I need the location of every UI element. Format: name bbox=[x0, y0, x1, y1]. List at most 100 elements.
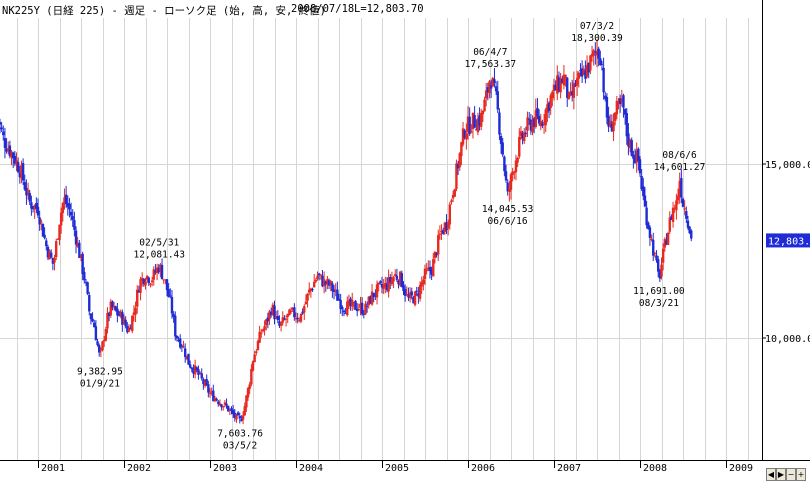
candle-up bbox=[534, 110, 538, 127]
candle-down bbox=[670, 216, 673, 220]
candle-down bbox=[269, 311, 273, 316]
candle-down bbox=[236, 412, 240, 416]
candle-up bbox=[7, 148, 10, 152]
candle-down bbox=[561, 78, 564, 84]
candle-down bbox=[111, 301, 114, 308]
candle-up bbox=[582, 68, 585, 75]
zoom-in-button[interactable]: + bbox=[796, 468, 806, 481]
zoom-out-button[interactable]: − bbox=[786, 468, 796, 481]
scroll-right-button[interactable]: ▶ bbox=[776, 468, 786, 481]
candle-up bbox=[427, 267, 430, 270]
x-tick-label: 2006 bbox=[471, 463, 495, 474]
candle-down bbox=[506, 182, 509, 192]
candle-up bbox=[53, 257, 56, 263]
candle-down bbox=[402, 285, 405, 292]
candle-down bbox=[344, 313, 347, 315]
candle-up bbox=[377, 282, 380, 285]
annotation-label: 9,382.95 bbox=[77, 366, 123, 377]
candle-down bbox=[688, 226, 691, 234]
candle-down bbox=[339, 299, 342, 310]
candle-up bbox=[271, 304, 275, 315]
candle-down bbox=[600, 63, 604, 65]
candle-down bbox=[21, 163, 25, 181]
candle-up bbox=[203, 380, 207, 386]
candle-up bbox=[440, 230, 443, 232]
annotation-label: 7,603.76 bbox=[217, 428, 263, 439]
candle-up bbox=[620, 98, 624, 102]
candle-up bbox=[106, 313, 109, 329]
candle-up bbox=[322, 279, 326, 287]
candle-up bbox=[185, 355, 189, 360]
candle-down bbox=[94, 326, 98, 341]
candle-down bbox=[3, 138, 7, 148]
annotation-label: 02/5/31 bbox=[139, 238, 179, 249]
annotation-label: 06/4/7 bbox=[473, 47, 507, 58]
candle-up bbox=[562, 74, 566, 86]
candle-down bbox=[410, 291, 413, 296]
candle-up bbox=[511, 171, 514, 175]
candle-down bbox=[498, 112, 501, 135]
candle-up bbox=[309, 288, 313, 291]
candle-up bbox=[149, 283, 152, 285]
candle-up bbox=[382, 285, 385, 289]
candle-down bbox=[605, 97, 609, 118]
candle-down bbox=[129, 327, 132, 330]
candle-down bbox=[642, 186, 645, 197]
candle-up bbox=[235, 414, 238, 420]
candle-down bbox=[83, 272, 86, 281]
annotation-label: 08/6/6 bbox=[662, 150, 697, 161]
candle-up bbox=[246, 388, 250, 398]
candle-down bbox=[170, 296, 174, 314]
candle-down bbox=[554, 84, 557, 91]
candle-down bbox=[597, 48, 600, 59]
candle-up bbox=[159, 264, 162, 272]
candle-up bbox=[384, 283, 387, 288]
candle-up bbox=[33, 205, 36, 210]
candle-down bbox=[45, 240, 48, 247]
candle-down bbox=[121, 312, 124, 325]
candle-up bbox=[514, 160, 518, 172]
candle-up bbox=[164, 279, 167, 281]
candle-down bbox=[116, 308, 119, 316]
candle-up bbox=[394, 274, 397, 277]
candle-up bbox=[352, 302, 356, 304]
candle-down bbox=[532, 118, 536, 127]
candle-down bbox=[28, 192, 31, 202]
annotation-label: 01/9/21 bbox=[80, 378, 120, 389]
candle-up bbox=[294, 318, 298, 320]
annotation-label: 03/5/2 bbox=[223, 440, 257, 451]
candle-up bbox=[418, 285, 422, 299]
candle-down bbox=[645, 207, 648, 226]
scroll-left-button[interactable]: ◀ bbox=[766, 468, 776, 481]
candle-down bbox=[656, 259, 660, 272]
candle-up bbox=[56, 238, 60, 240]
candle-down bbox=[397, 280, 400, 285]
candle-up bbox=[481, 110, 485, 115]
candle-up bbox=[683, 208, 686, 210]
candle-up bbox=[347, 300, 351, 303]
candle-up bbox=[132, 312, 136, 315]
candle-down bbox=[84, 281, 88, 283]
x-tick-label: 2004 bbox=[299, 463, 323, 474]
candle-up bbox=[370, 291, 374, 305]
candle-up bbox=[109, 301, 112, 316]
candle-down bbox=[354, 300, 357, 311]
candle-down bbox=[324, 281, 327, 285]
candle-up bbox=[519, 131, 523, 136]
candle-down bbox=[463, 130, 466, 138]
candle-up bbox=[162, 279, 165, 281]
candle-up bbox=[208, 393, 212, 395]
candle-up bbox=[650, 238, 653, 241]
candle-down bbox=[64, 194, 68, 205]
annotation-label: 17,563.37 bbox=[465, 59, 516, 70]
last-price-label: 12,803.70 bbox=[768, 236, 810, 247]
candle-down bbox=[16, 162, 20, 173]
candle-up bbox=[334, 289, 337, 291]
candle-up bbox=[617, 101, 620, 105]
candle-up bbox=[359, 303, 362, 309]
candle-down bbox=[579, 69, 582, 71]
candle-down bbox=[283, 318, 286, 320]
candle-down bbox=[215, 398, 218, 401]
candle-down bbox=[468, 116, 471, 134]
candle-down bbox=[537, 116, 541, 124]
